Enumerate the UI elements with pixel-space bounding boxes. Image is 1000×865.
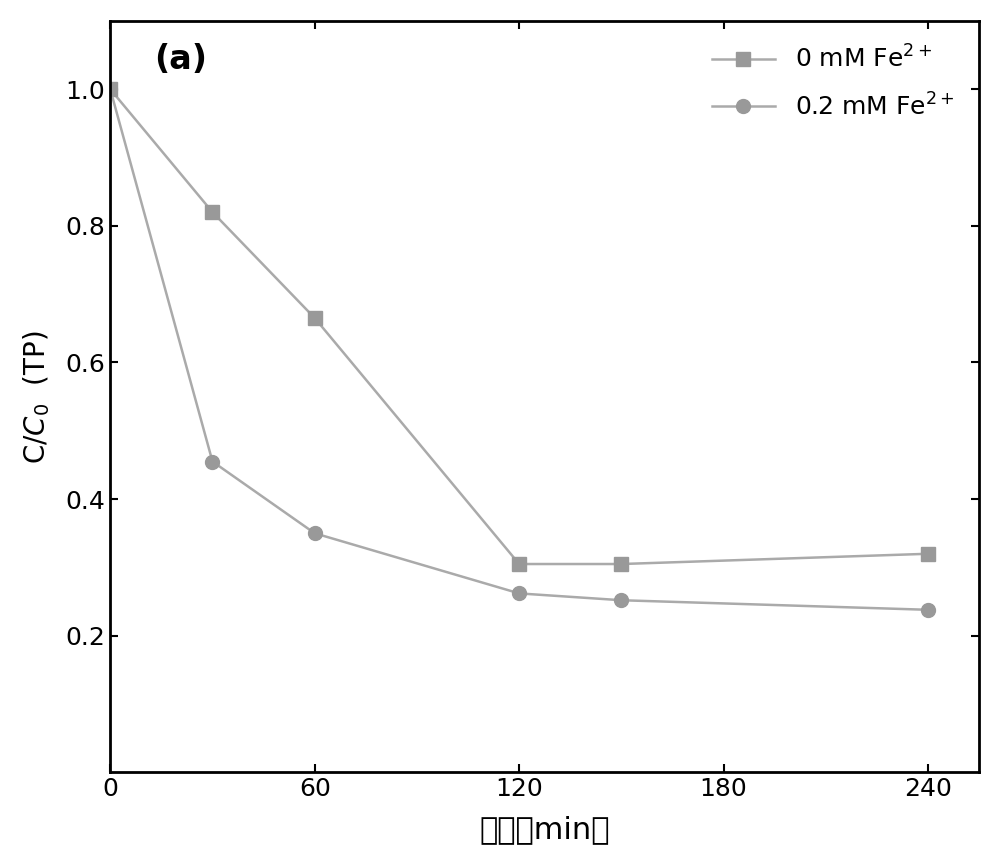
0 mM Fe$^{2+}$ [309, 313, 321, 324]
Line: 0 mM Fe$^{2+}$: 0 mM Fe$^{2+}$ [103, 82, 935, 571]
0 mM Fe$^{2+}$ [615, 559, 627, 569]
0.2 mM Fe$^{2+}$ [104, 84, 116, 94]
0.2 mM Fe$^{2+}$ [615, 595, 627, 606]
0.2 mM Fe$^{2+}$ [513, 588, 525, 599]
X-axis label: 时间（min）: 时间（min） [479, 815, 610, 844]
0.2 mM Fe$^{2+}$ [922, 605, 934, 615]
Line: 0.2 mM Fe$^{2+}$: 0.2 mM Fe$^{2+}$ [103, 82, 935, 617]
0 mM Fe$^{2+}$ [513, 559, 525, 569]
0 mM Fe$^{2+}$ [922, 548, 934, 559]
0 mM Fe$^{2+}$ [206, 207, 218, 217]
0.2 mM Fe$^{2+}$ [309, 529, 321, 539]
0.2 mM Fe$^{2+}$ [206, 457, 218, 467]
Y-axis label: C/$C_0$  (TP): C/$C_0$ (TP) [21, 330, 52, 464]
0 mM Fe$^{2+}$ [104, 84, 116, 94]
Text: (a): (a) [154, 43, 207, 76]
Legend: 0 mM Fe$^{2+}$, 0.2 mM Fe$^{2+}$: 0 mM Fe$^{2+}$, 0.2 mM Fe$^{2+}$ [700, 34, 967, 132]
